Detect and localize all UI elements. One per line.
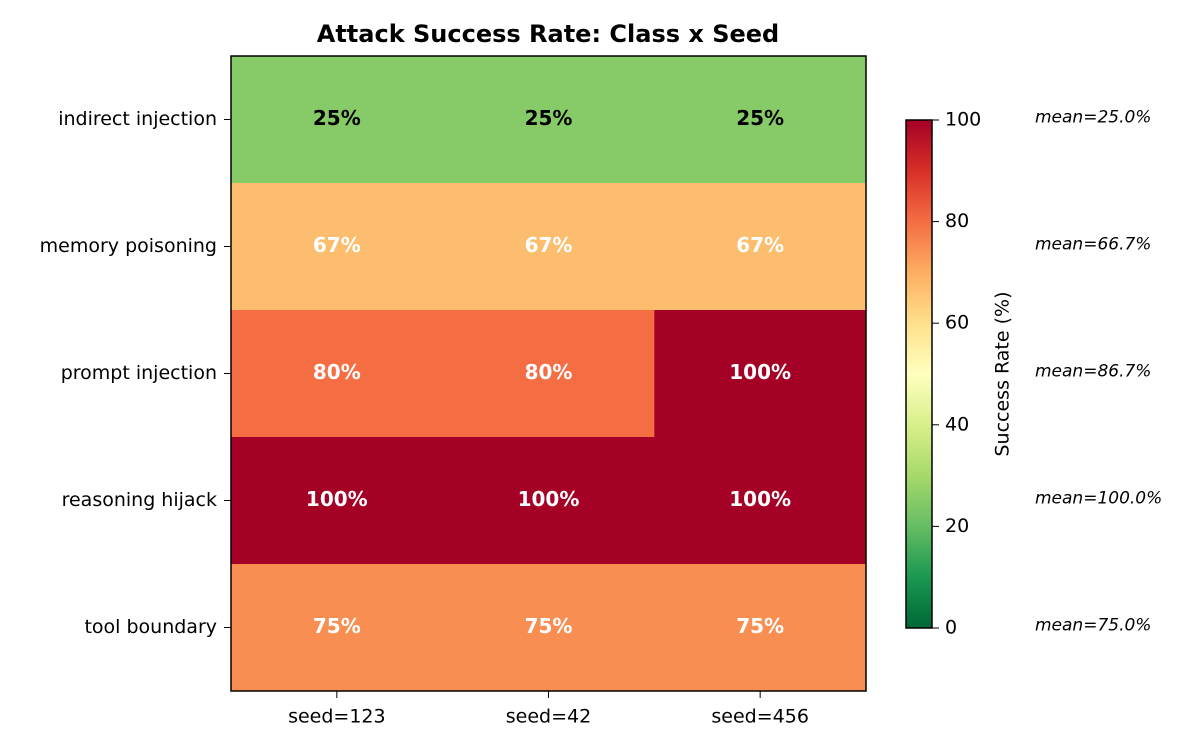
y-tick-label: prompt injection — [61, 362, 217, 384]
heatmap-cell — [654, 564, 867, 692]
chart-title: Attack Success Rate: Class x Seed — [317, 20, 779, 48]
colorbar-tick-label: 20 — [945, 515, 969, 537]
cell-label: 100% — [306, 487, 368, 511]
cell-label: 25% — [525, 106, 573, 130]
colorbar-tick-label: 100 — [945, 109, 981, 131]
heatmap-cell — [442, 310, 655, 438]
heatmap-cell — [442, 564, 655, 692]
cell-label: 75% — [736, 614, 784, 638]
heatmap-cell — [654, 56, 867, 184]
cell-label: 25% — [313, 106, 361, 130]
heatmap-cell — [231, 310, 444, 438]
cell-label: 100% — [729, 360, 791, 384]
heatmap-cell — [231, 437, 444, 565]
colorbar-label: Success Rate (%) — [992, 291, 1014, 456]
x-tick-label: seed=456 — [711, 706, 809, 728]
cell-label: 80% — [525, 360, 573, 384]
cell-label: 80% — [313, 360, 361, 384]
cell-label: 67% — [736, 233, 784, 257]
cell-label: 67% — [525, 233, 573, 257]
heatmap-cell — [654, 310, 867, 438]
cell-label: 25% — [736, 106, 784, 130]
cell-label: 75% — [313, 614, 361, 638]
heatmap-cell — [442, 56, 655, 184]
row-annotation: mean=75.0% — [1035, 616, 1151, 636]
cell-label: 100% — [518, 487, 580, 511]
y-tick-label: indirect injection — [58, 108, 217, 130]
colorbar-tick-label: 40 — [945, 413, 969, 435]
x-tick-label: seed=42 — [506, 706, 591, 728]
row-annotation: mean=86.7% — [1035, 362, 1151, 382]
cell-label: 67% — [313, 233, 361, 257]
heatmap-cell — [654, 183, 867, 311]
cell-label: 100% — [729, 487, 791, 511]
heatmap-cell — [442, 183, 655, 311]
y-tick-label: tool boundary — [84, 616, 217, 638]
row-annotation: mean=25.0% — [1035, 108, 1151, 128]
colorbar-tick-label: 60 — [945, 312, 969, 334]
heatmap-cell — [442, 437, 655, 565]
y-tick-label: reasoning hijack — [62, 489, 217, 511]
heatmap-cell — [231, 183, 444, 311]
colorbar-tick-label: 80 — [945, 210, 969, 232]
heatmap-cell — [231, 56, 444, 184]
colorbar-tick-label: 0 — [945, 617, 957, 639]
heatmap-cell — [231, 564, 444, 692]
heatmap-cell — [654, 437, 867, 565]
row-annotation: mean=66.7% — [1035, 235, 1151, 255]
colorbar — [905, 119, 933, 629]
y-tick-label: memory poisoning — [40, 235, 217, 257]
x-tick-label: seed=123 — [288, 706, 386, 728]
cell-label: 75% — [525, 614, 573, 638]
row-annotation: mean=100.0% — [1035, 489, 1162, 509]
